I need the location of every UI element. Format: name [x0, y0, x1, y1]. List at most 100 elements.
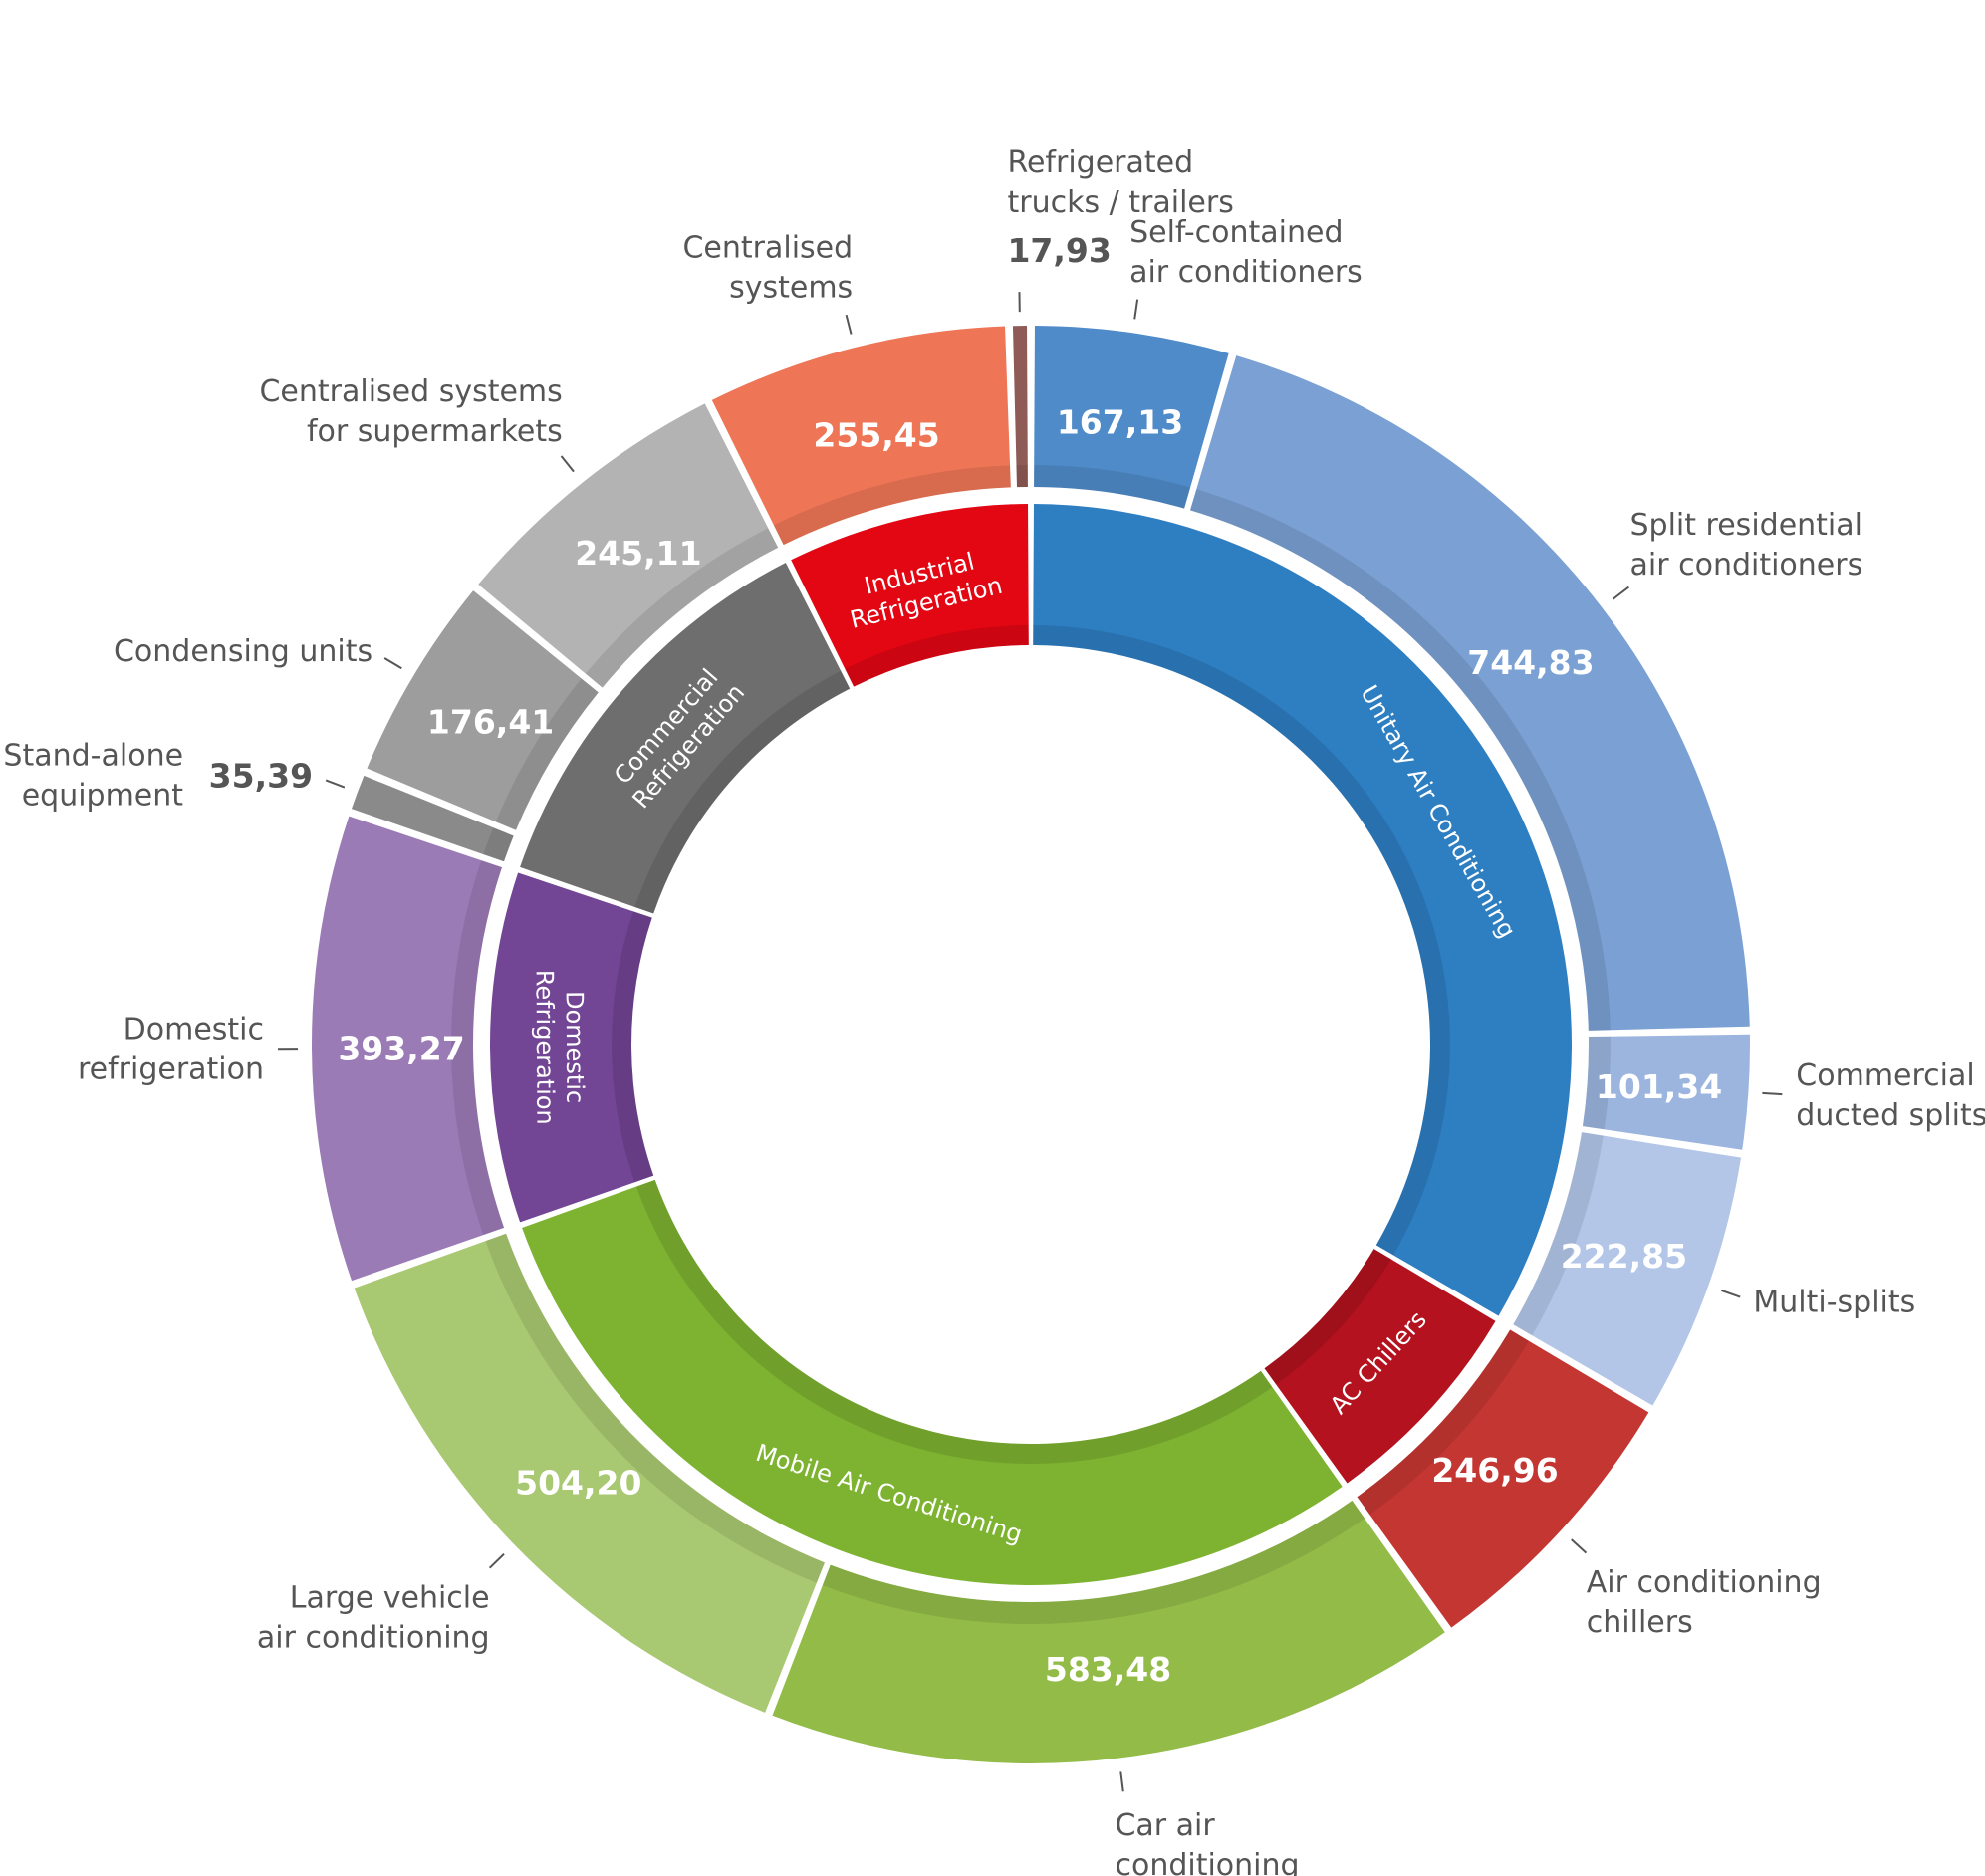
- label-commercial-ducted-splits: Commercial ducted splits: [1796, 1058, 1985, 1133]
- label-stand-alone-equipment: 35,39 Stand-alone equipment: [3, 739, 313, 814]
- label-split-residential-air-conditioners: Split residential air conditioners: [1630, 508, 1863, 583]
- segment-shadow: [773, 465, 1011, 546]
- leader-line: [1571, 1538, 1588, 1554]
- segment-value-outside: 17,93: [1007, 231, 1111, 270]
- segment-shadow: [1513, 1132, 1604, 1336]
- segment-shadow: [483, 827, 514, 862]
- inner-segment-industrial-refrigeration: [791, 504, 1029, 687]
- segment-value: 744,83: [1467, 643, 1594, 682]
- segment-value: 167,13: [1057, 402, 1183, 441]
- segment-shadow: [1582, 1036, 1611, 1130]
- segment-value-outside: 35,39: [209, 757, 313, 796]
- segment-large-vehicle-air-conditioning: [354, 1233, 825, 1713]
- label-line: Domestic: [124, 1012, 264, 1047]
- label-line: Condensing units: [114, 634, 372, 669]
- label-line: Centralised systems: [259, 374, 562, 409]
- segment-split-residential-air-conditioners: [1189, 355, 1750, 1031]
- segment-shadow: [1357, 1329, 1530, 1516]
- segment-value: 504,20: [515, 1463, 641, 1502]
- segment-car-air-conditioning: [772, 1500, 1445, 1763]
- segment-value: 246,96: [1431, 1451, 1558, 1490]
- label-line: Car air: [1115, 1808, 1215, 1843]
- inner-segment-shadow: [612, 911, 654, 1183]
- segment-shadow: [1016, 465, 1028, 488]
- segment-shadow: [485, 1233, 825, 1583]
- leader-line: [488, 1553, 505, 1569]
- label-condensing-units: Condensing units: [114, 634, 372, 669]
- inner-segment-shadow: [845, 625, 1029, 687]
- leader-line: [845, 314, 853, 335]
- segment-shadow: [495, 678, 599, 830]
- segment-domestic-refrigeration: [311, 816, 505, 1282]
- label-line: Self-contained: [1129, 215, 1343, 250]
- label-line: refrigeration: [78, 1052, 264, 1086]
- leader-lines: [278, 292, 1783, 1792]
- label-line: for supermarkets: [307, 414, 563, 449]
- label-line: air conditioning: [257, 1620, 490, 1655]
- leader-line: [560, 455, 575, 473]
- inner-segment-shadow: [1264, 1249, 1391, 1385]
- label-line: Large vehicle: [290, 1580, 490, 1615]
- leader-line: [325, 779, 346, 789]
- inner-segment-shadow: [634, 670, 851, 914]
- segment-multi-splits: [1513, 1132, 1741, 1406]
- inner-segment-domestic-refrigeration: [490, 872, 654, 1223]
- segment-value: 101,34: [1596, 1067, 1722, 1106]
- leader-line: [383, 657, 402, 670]
- label-large-vehicle-air-conditioning: Large vehicle air conditioning: [257, 1580, 490, 1655]
- segment-centralised-systems: [711, 326, 1011, 546]
- segment-shadow: [1034, 465, 1191, 509]
- label-line: ducted splits: [1796, 1098, 1985, 1133]
- inner-segment-ac-chillers: [1264, 1249, 1496, 1484]
- segment-commercial-ducted-splits: [1582, 1034, 1750, 1150]
- segment-condensing-units: [367, 590, 599, 830]
- leader-line: [1762, 1091, 1783, 1096]
- inner-label-line: Refrigeration: [531, 970, 560, 1125]
- label-line: Stand-alone: [3, 739, 183, 774]
- segment-self-contained-air-conditioners: [1034, 326, 1229, 509]
- inner-ring: [490, 504, 1573, 1585]
- label-line: Refrigerated: [1007, 145, 1193, 180]
- segment-shadow: [1189, 489, 1611, 1031]
- label-refrigerated-trucks-trailers: 17,93 Refrigerated trucks / trailers: [1007, 145, 1233, 270]
- leader-line: [1133, 299, 1139, 320]
- segment-value: 583,48: [1045, 1650, 1171, 1689]
- segment-stand-alone-equipment: [351, 775, 514, 862]
- segment-value: 176,41: [427, 703, 554, 742]
- label-air-conditioning-chillers: Air conditioning chillers: [1587, 1565, 1822, 1640]
- label-line: systems: [729, 271, 853, 306]
- inner-segment-commercial-refrigeration: [520, 562, 851, 914]
- label-self-contained-air-conditioners: Self-contained air conditioners: [1129, 215, 1363, 290]
- label-car-air-conditioning: Car air conditioning: [1115, 1808, 1299, 1876]
- label-line: Centralised: [682, 231, 853, 266]
- segment-value: 245,11: [575, 534, 701, 573]
- label-line: air conditioners: [1129, 255, 1363, 290]
- inner-label-line: Domestic: [561, 991, 590, 1103]
- leader-line: [1119, 1771, 1124, 1792]
- leader-line: [1612, 586, 1629, 600]
- segment-shadow: [451, 860, 505, 1236]
- inner-segment-unitary-air-conditioning: [1033, 504, 1573, 1316]
- label-domestic-refrigeration: Domestic refrigeration: [78, 1012, 264, 1086]
- label-line: air conditioners: [1630, 548, 1863, 583]
- segment-value: 393,27: [338, 1030, 464, 1068]
- inner-segment-shadow: [1033, 625, 1450, 1256]
- outer-ring: [311, 326, 1750, 1763]
- segment-refrigerated-trucks-trailers: [1012, 326, 1028, 488]
- label-line: trucks / trailers: [1007, 185, 1233, 220]
- label-line: chillers: [1587, 1605, 1693, 1640]
- label-centralised-systems-for-supermarkets: Centralised systems for supermarkets: [259, 374, 562, 449]
- segment-centralised-systems-for-supermarkets: [478, 403, 779, 688]
- label-multi-splits: Multi-splits: [1753, 1285, 1915, 1319]
- label-line: Commercial: [1796, 1058, 1974, 1093]
- inner-segment-mobile-air-conditioning: [522, 1179, 1343, 1585]
- segment-value: 222,85: [1561, 1237, 1687, 1276]
- segment-shadow: [822, 1500, 1365, 1625]
- label-line: Air conditioning: [1587, 1565, 1822, 1600]
- segment-value: 255,45: [813, 415, 939, 454]
- segment-shadow: [585, 528, 779, 688]
- label-line: Split residential: [1630, 508, 1862, 543]
